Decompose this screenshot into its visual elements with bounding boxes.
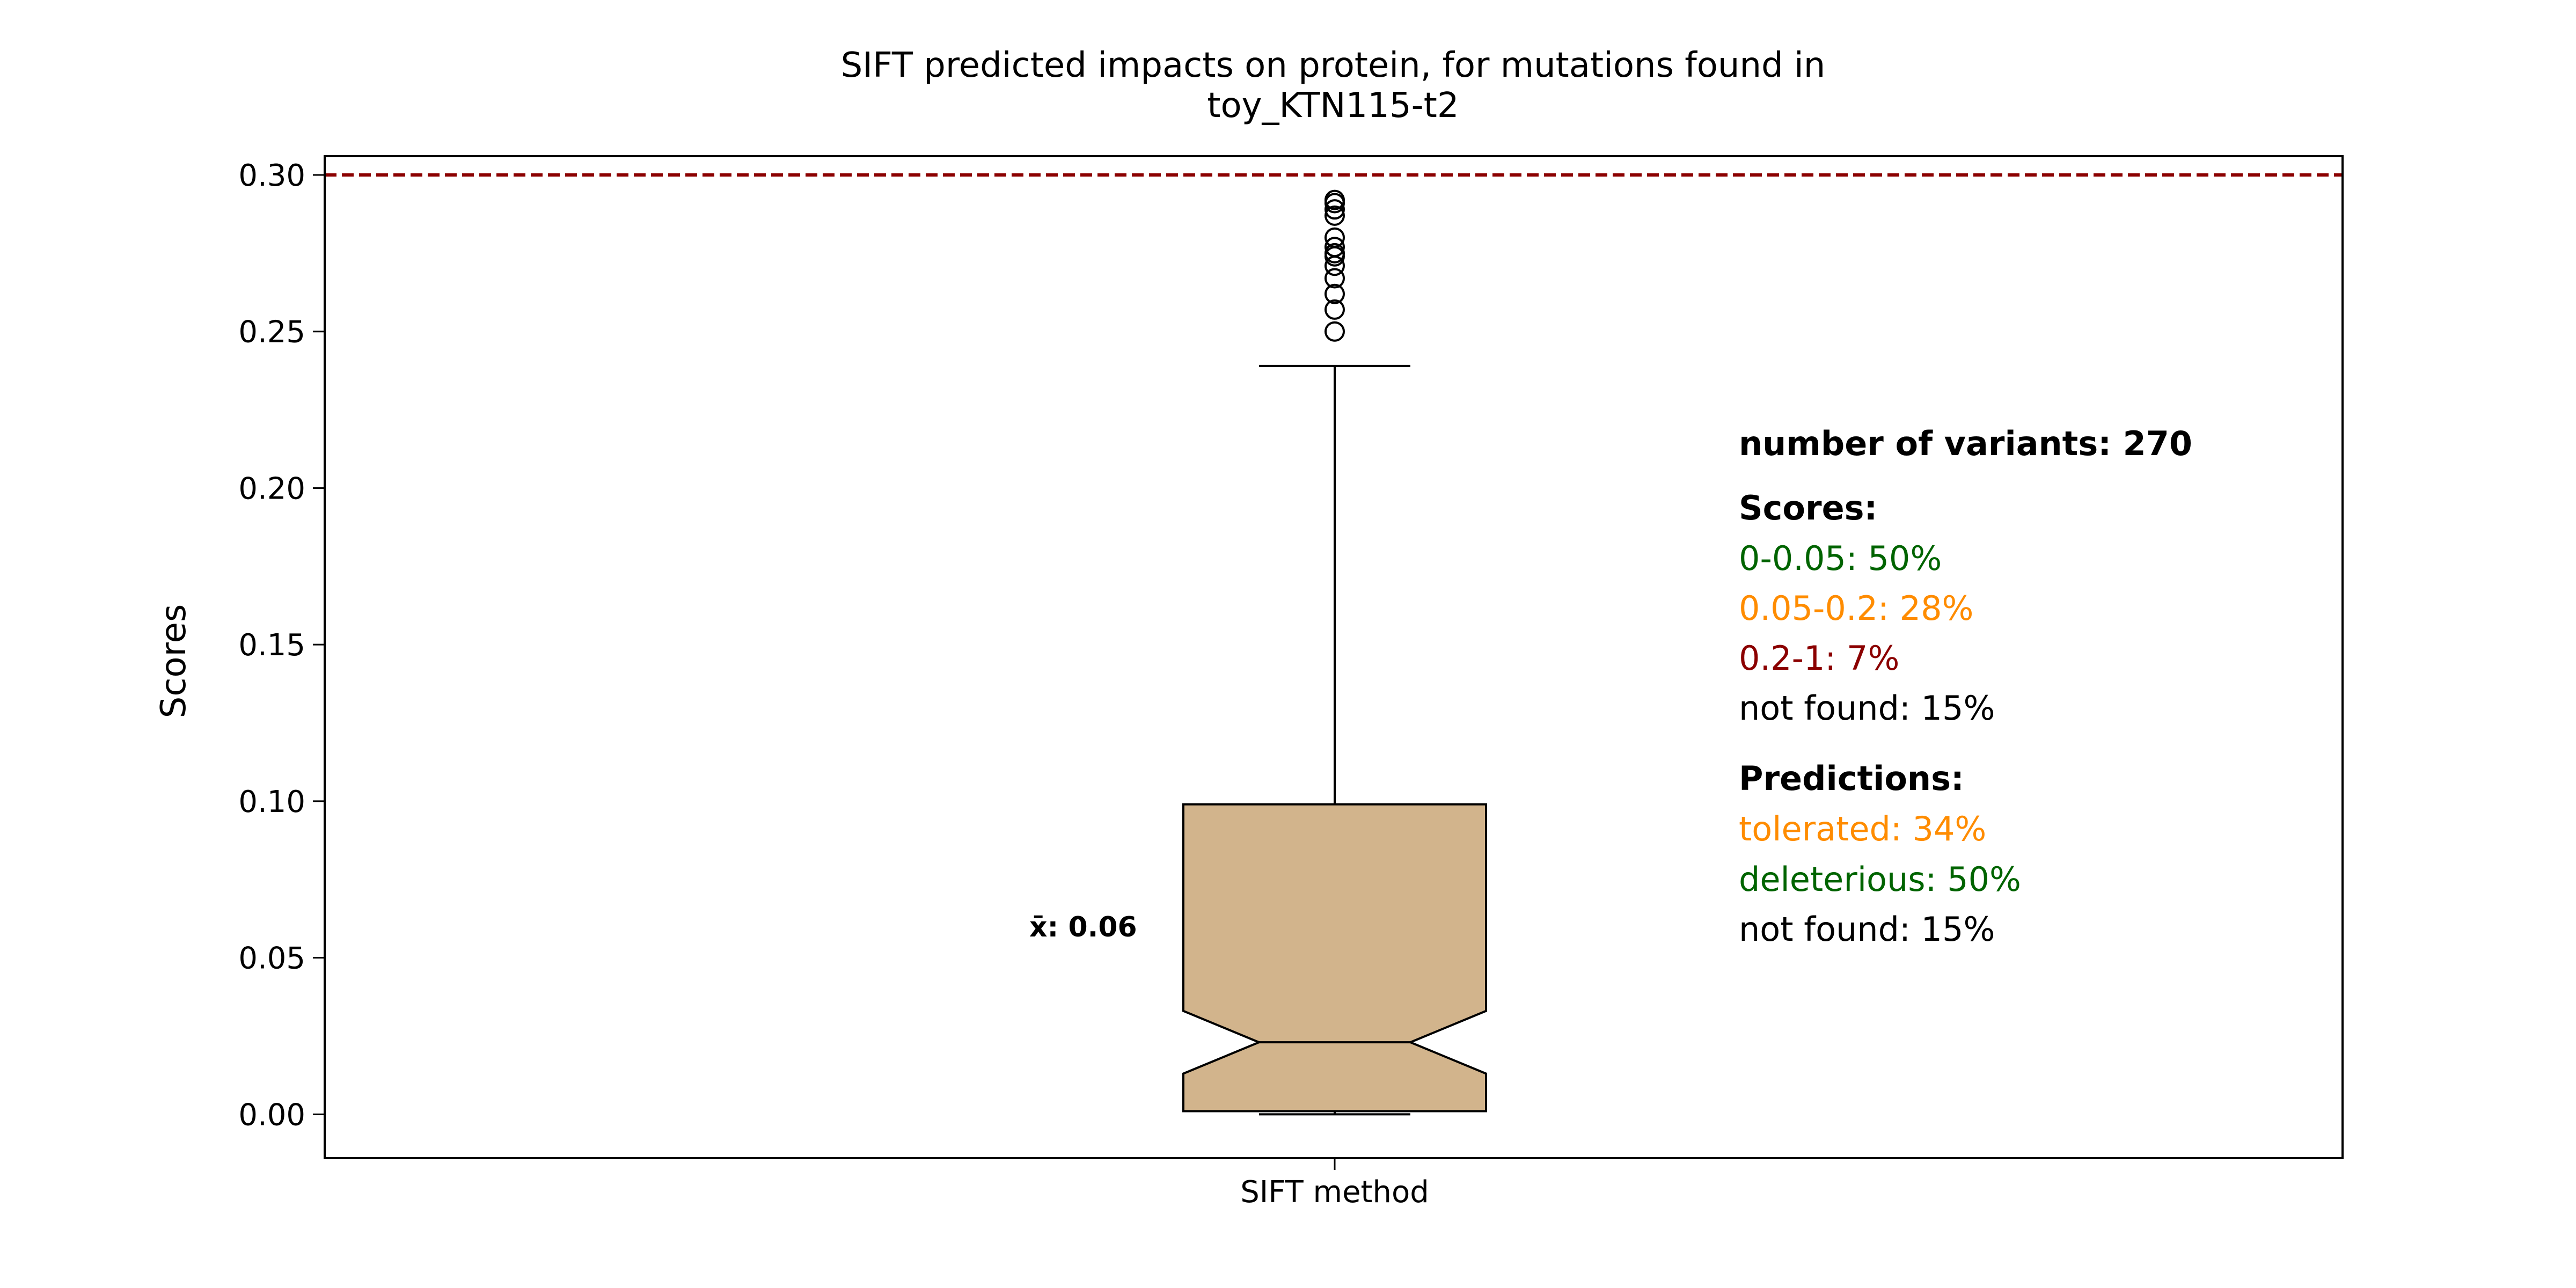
y-tick-label: 0.05 (238, 941, 305, 976)
y-tick-label: 0.10 (238, 785, 305, 819)
outlier-point (1324, 321, 1345, 342)
outlier-point (1324, 299, 1345, 320)
y-tick-label: 0.15 (238, 628, 305, 663)
outlier-point (1324, 268, 1345, 289)
plot-frame (324, 155, 2344, 1159)
y-tick-label: 0.30 (238, 158, 305, 193)
chart-title-line-2: toy_KTN115-t2 (1207, 86, 1459, 126)
score-range-label: 0-0.05: 50% (1739, 539, 1942, 578)
score-range-label: 0.2-1: 7% (1739, 639, 1899, 678)
outlier-point (1324, 205, 1345, 226)
mean-label: x̄: 0.06 (1029, 911, 1137, 943)
prediction-label: not found: 15% (1739, 910, 1995, 949)
prediction-label: deleterious: 50% (1739, 860, 2021, 899)
variant-count-label: number of variants: 270 (1739, 424, 2192, 463)
outlier-point (1324, 189, 1345, 210)
plot-area: 0.00 0.05 0.10 0.15 0.20 0.25 0.30 (238, 155, 2344, 1170)
y-axis-label: Scores (154, 604, 194, 719)
outlier-point (1324, 243, 1345, 264)
y-tick-label: 0.20 (238, 471, 305, 506)
chart-title-line-1: SIFT predicted impacts on protein, for m… (841, 46, 1826, 85)
score-range-label: 0.05-0.2: 28% (1739, 589, 1973, 628)
scores-header: Scores: (1739, 488, 1877, 528)
y-tick-label: 0.25 (238, 315, 305, 350)
outlier-point (1324, 283, 1345, 304)
score-range-label: not found: 15% (1739, 689, 1995, 728)
outlier-point (1324, 199, 1345, 220)
outlier-point (1324, 227, 1345, 248)
x-tick-label: SIFT method (1240, 1175, 1429, 1210)
notched-box (1182, 803, 1487, 1113)
predictions-header: Predictions: (1739, 759, 1964, 798)
prediction-label: tolerated: 34% (1739, 809, 1986, 848)
y-tick-label: 0.00 (238, 1097, 305, 1132)
outlier-point (1324, 237, 1345, 258)
